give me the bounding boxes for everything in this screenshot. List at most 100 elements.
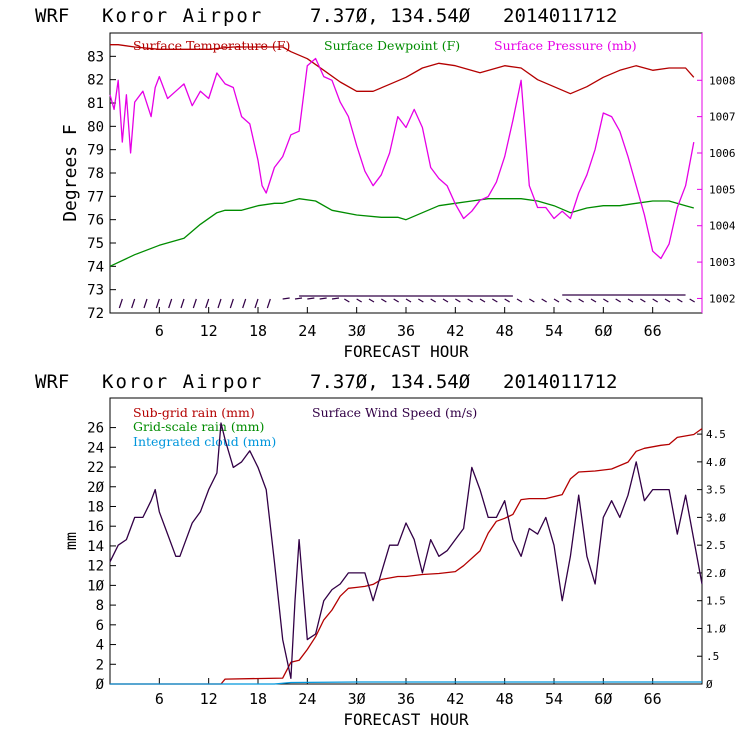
p1-y-tick-label: 76 <box>87 213 104 229</box>
p2-x-tick-label: 48 <box>496 690 514 708</box>
p2-y-tick-label: 22 <box>87 460 104 476</box>
p2-legend-entry: Sub-grid rain (mm) <box>133 405 255 420</box>
p1-header-init: 2014011712 <box>503 5 617 27</box>
p2-x-tick-label: 18 <box>249 690 267 708</box>
p1-x-tick-label: 54 <box>545 322 563 340</box>
p1-series-surface-pressure <box>109 57 695 260</box>
p1-y2-tick-label: 1008 <box>709 74 736 87</box>
p1-wind-barb <box>492 298 498 303</box>
p1-wind-barb <box>652 298 658 303</box>
p1-wind-barb <box>627 298 634 303</box>
p1-y-tick-label: 81 <box>87 96 104 112</box>
p2-legend-entry: Grid-scale rain (mm) <box>133 419 264 434</box>
p2-y-tick-label: Ø <box>96 677 105 693</box>
p1-wind-barb <box>418 298 424 303</box>
p2-y-axis-label: mm <box>62 532 80 550</box>
p1-wind-barb <box>155 298 160 309</box>
p2-header-model: WRF <box>35 371 69 393</box>
p1-wind-barb <box>677 298 683 303</box>
p2-y2-tick-label: 2.Ø <box>706 567 726 580</box>
p2-y2-tick-label: 4.Ø <box>706 456 726 469</box>
p1-y2-tick-label: 1004 <box>709 220 736 233</box>
p1-wind-barb <box>479 298 486 303</box>
p1-wind-barb <box>664 298 671 303</box>
p2-y-tick-label: 1Ø <box>87 578 104 594</box>
p1-wind-barb <box>405 298 412 303</box>
p1-x-tick-label: 42 <box>446 322 464 340</box>
p1-y-tick-label: 73 <box>87 283 104 299</box>
p1-x-tick-label: 6 <box>155 322 164 340</box>
p1-wind-barb <box>640 298 646 303</box>
p2-header-coords: 7.37Ø, 134.54Ø <box>310 371 471 393</box>
p1-legend-entry: Surface Temperature (F) <box>133 38 290 53</box>
p2-y2-tick-label: 3.Ø <box>706 511 726 524</box>
p1-x-tick-label: 66 <box>644 322 662 340</box>
p2-header-station: Koror Airpor <box>102 371 263 393</box>
p2-y-tick-label: 26 <box>87 421 104 437</box>
p2-y-tick-label: 6 <box>96 618 104 634</box>
p1-wind-barb <box>467 298 473 303</box>
p1-header-coords: 7.37Ø, 134.54Ø <box>310 5 471 27</box>
p1-wind-barb <box>541 298 547 303</box>
p1-header-model: WRF <box>35 5 69 27</box>
p1-plot-frame <box>109 32 703 314</box>
p2-y-tick-label: 8 <box>96 598 104 614</box>
p2-y2-tick-label: Ø <box>706 678 713 691</box>
p1-x-axis-label: FORECAST HOUR <box>343 342 469 361</box>
p1-x-tick-label: 12 <box>200 322 218 340</box>
p1-wind-barb <box>180 298 185 309</box>
p1-wind-barb <box>131 298 136 309</box>
p2-x-tick-label: 66 <box>644 690 662 708</box>
p1-x-tick-label: 24 <box>298 322 316 340</box>
p2-y2-tick-label: 2.5 <box>706 539 726 552</box>
p1-wind-barb <box>168 298 173 309</box>
p2-y-tick-label: 2 <box>96 657 104 673</box>
p1-wind-barb <box>282 297 290 300</box>
p1-wind-barb <box>393 298 399 303</box>
p1-wind-barb <box>192 298 197 309</box>
p1-wind-barb <box>689 298 695 303</box>
p1-wind-barb <box>118 298 123 309</box>
p2-y-tick-label: 24 <box>87 440 104 456</box>
p2-series-surface-wind-speed <box>109 422 703 680</box>
p2-y-tick-label: 4 <box>96 638 104 654</box>
p1-y2-tick-label: 1002 <box>709 292 736 305</box>
p1-wind-barb <box>615 298 621 303</box>
p1-wind-barb <box>603 298 609 303</box>
p1-y-tick-label: 82 <box>87 73 104 89</box>
p1-wind-barb <box>504 298 510 303</box>
p1-wind-barb <box>430 298 436 303</box>
p1-wind-barb <box>516 298 523 303</box>
p1-wind-barb <box>266 298 271 309</box>
p2-x-tick-label: 54 <box>545 690 563 708</box>
p1-wind-barb <box>529 298 535 303</box>
p1-wind-barb <box>294 297 303 300</box>
p2-y-tick-label: 16 <box>87 519 104 535</box>
p2-y-tick-label: 18 <box>87 499 104 515</box>
p2-x-tick-label: 6 <box>155 690 164 708</box>
p1-y-tick-label: 77 <box>87 189 104 205</box>
p1-wind-barb <box>344 298 350 303</box>
p1-wind-barb <box>229 298 234 309</box>
p1-wind-barb <box>590 298 597 303</box>
p1-y-tick-label: 79 <box>87 143 104 159</box>
p1-header-station: Koror Airpor <box>102 5 263 27</box>
p1-wind-barb <box>553 298 560 303</box>
p2-x-axis-label: FORECAST HOUR <box>343 710 469 729</box>
p2-header-init: 2014011712 <box>503 371 617 393</box>
p2-x-tick-label: 42 <box>446 690 464 708</box>
p2-x-tick-label: 36 <box>397 690 415 708</box>
p2-y-tick-label: 2Ø <box>87 480 104 496</box>
p2-x-tick-label: 24 <box>298 690 316 708</box>
p2-y2-tick-label: 3.5 <box>706 484 726 497</box>
p1-y-axis-label: Degrees F <box>60 124 81 222</box>
p1-legend-entry: Surface Pressure (mb) <box>494 38 637 53</box>
p1-wind-barb <box>242 298 247 309</box>
p2-series-sub-grid-rain <box>110 428 703 685</box>
p1-series-surface-temperature <box>110 44 695 95</box>
p1-wind-barb <box>381 298 387 303</box>
p1-x-tick-label: 48 <box>496 322 514 340</box>
p2-y2-tick-label: .5 <box>706 650 719 663</box>
p1-legend-entry: Surface Dewpoint (F) <box>324 38 460 53</box>
